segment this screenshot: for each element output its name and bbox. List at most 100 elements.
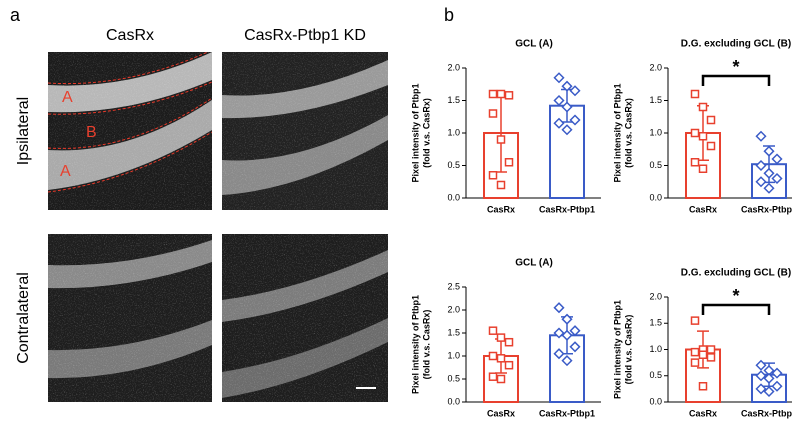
data-point — [553, 327, 565, 339]
x-tick-label: CasRx — [487, 204, 515, 214]
data-point — [690, 158, 700, 167]
y-tick-label: 0.0 — [447, 192, 460, 202]
data-point — [690, 89, 700, 99]
y-axis-label: Pixel intensity of Ptbp1 — [410, 83, 420, 182]
data-point — [504, 337, 514, 347]
data-point — [504, 360, 514, 370]
chart-title: D.G. excluding GCL (B) — [681, 268, 791, 279]
data-point — [771, 153, 783, 165]
x-tick-label: CasRx — [689, 204, 717, 214]
data-point — [561, 124, 573, 136]
y-tick-label: 1.0 — [447, 350, 460, 360]
x-tick-label: CasRx — [487, 408, 515, 418]
y-tick-label: 1.0 — [649, 344, 662, 354]
row-label: Ipsilateral — [15, 97, 32, 165]
data-point — [690, 358, 700, 367]
data-point — [553, 302, 565, 314]
data-point — [496, 374, 506, 384]
data-point — [553, 94, 565, 107]
data-point — [698, 102, 708, 112]
y-tick-label: 1.5 — [649, 95, 662, 105]
y-tick-label: 2.0 — [649, 291, 662, 301]
data-point — [698, 382, 708, 391]
data-point — [488, 351, 498, 361]
y-axis-label: Pixel intensity of Ptbp1 — [612, 83, 622, 182]
data-point — [561, 313, 573, 325]
y-tick-label: 2.0 — [649, 62, 662, 72]
x-tick-label: CasRx-Ptbp1 — [741, 408, 792, 418]
data-point — [763, 182, 775, 194]
y-tick-label: 2.0 — [447, 304, 460, 314]
data-point — [561, 80, 573, 92]
data-point — [763, 167, 775, 179]
chart-title: D.G. excluding GCL (B) — [681, 39, 791, 50]
x-tick-label: CasRx-Ptbp1 — [741, 204, 792, 214]
data-point — [488, 326, 498, 335]
data-point — [561, 355, 573, 367]
data-point — [561, 329, 573, 341]
data-point — [755, 176, 767, 188]
data-point — [569, 114, 581, 126]
data-point — [504, 91, 514, 100]
data-point — [488, 109, 498, 118]
y-tick-label: 2.0 — [447, 62, 460, 72]
data-point — [763, 385, 775, 398]
data-point — [690, 128, 700, 138]
significance-bracket — [701, 303, 771, 315]
y-tick-label: 0.0 — [649, 396, 662, 406]
y-tick-label: 0.0 — [649, 192, 662, 202]
data-point — [698, 164, 708, 173]
column-label: CasRx-Ptbp1 KD — [244, 27, 366, 44]
y-tick-label: 1.0 — [447, 127, 460, 137]
data-point — [755, 370, 767, 382]
y-tick-label: 0.0 — [447, 396, 460, 406]
y-tick-label: 1.5 — [447, 95, 460, 105]
data-point — [561, 101, 573, 113]
chart-title: GCL (A) — [515, 258, 553, 269]
data-point — [755, 130, 767, 142]
significance-label: * — [732, 57, 739, 77]
y-tick-label: 1.0 — [649, 127, 662, 137]
data-point — [496, 354, 506, 363]
y-tick-label: 0.5 — [447, 160, 460, 170]
data-point — [763, 145, 775, 157]
data-point — [755, 159, 767, 172]
data-point — [569, 85, 581, 97]
data-point — [706, 345, 716, 354]
y-axis-label: (fold v.s. CasRx) — [421, 310, 431, 380]
region-label: A — [62, 89, 73, 106]
data-point — [771, 380, 783, 392]
micrograph — [48, 52, 212, 210]
data-point — [690, 316, 700, 325]
data-point — [771, 367, 783, 379]
y-tick-label: 0.5 — [649, 370, 662, 380]
y-axis-label: (fold v.s. CasRx) — [623, 315, 633, 385]
x-tick-label: CasRx — [689, 408, 717, 418]
y-tick-label: 0.5 — [649, 160, 662, 170]
chart-title: GCL (A) — [515, 39, 553, 50]
data-point — [698, 132, 708, 141]
panel-label: b — [444, 5, 454, 25]
data-point — [488, 171, 498, 180]
data-point — [569, 325, 581, 337]
data-point — [771, 172, 783, 185]
micrograph — [222, 234, 388, 402]
y-tick-label: 1.5 — [447, 327, 460, 337]
y-tick-label: 2.5 — [447, 281, 460, 291]
y-axis-label: (fold v.s. CasRx) — [421, 98, 431, 168]
data-point — [755, 383, 767, 395]
data-point — [706, 353, 716, 362]
data-point — [496, 333, 506, 342]
y-axis-label: Pixel intensity of Ptbp1 — [612, 300, 622, 399]
data-point — [569, 341, 581, 353]
y-axis-label: Pixel intensity of Ptbp1 — [410, 295, 420, 394]
micrograph — [222, 52, 388, 210]
significance-label: * — [732, 286, 739, 306]
data-point — [698, 350, 708, 359]
data-point — [690, 347, 700, 357]
significance-bracket — [701, 74, 771, 86]
panel-label: a — [10, 5, 21, 25]
data-point — [706, 141, 716, 151]
data-point — [553, 117, 565, 129]
